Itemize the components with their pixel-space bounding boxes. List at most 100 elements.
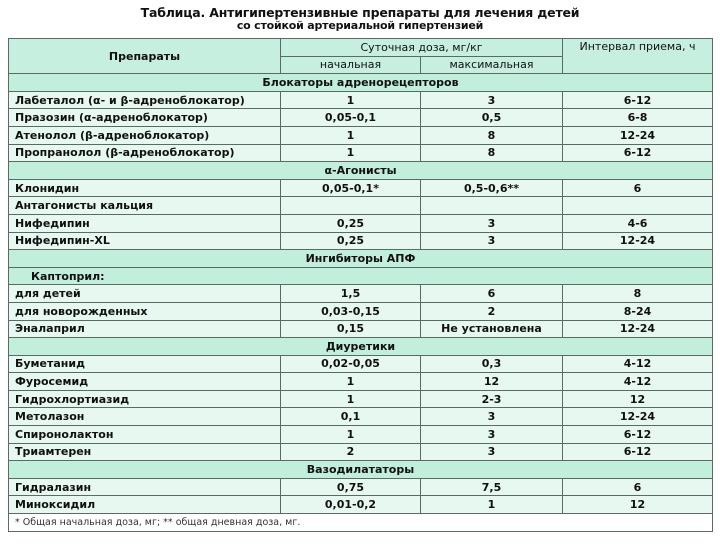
max-dose: 8 (420, 143, 563, 163)
header-daily-dose: Суточная доза, мг/кг (280, 38, 563, 57)
drug-table: Препараты Суточная доза, мг/кг Интервал … (8, 37, 713, 532)
table-row: Миноксидил 0,01-0,2 1 12 (8, 495, 713, 515)
initial-dose: 0,05-0,1* (280, 178, 421, 198)
drug-name: Нифедипин (8, 213, 281, 233)
initial-dose: 0,75 (280, 477, 421, 497)
table-row: Спиронолактон 1 3 6-12 (8, 425, 713, 444)
max-dose: 3 (420, 231, 563, 251)
max-dose: 2 (420, 301, 563, 321)
drug-name: Миноксидил (8, 495, 281, 515)
interval: 6 (562, 477, 713, 497)
max-dose: 3 (420, 213, 563, 233)
initial-dose: 1 (280, 125, 421, 145)
drug-name: Триамтерен (8, 442, 281, 462)
interval: 4-12 (562, 372, 713, 391)
drug-name: Лабеталол (α- и β-адреноблокатор) (8, 90, 281, 110)
interval: 12 (562, 495, 713, 515)
table-row: Пропранолол (β-адреноблокатор) 1 8 6-12 (8, 143, 713, 163)
interval: 6-12 (562, 442, 713, 462)
footnote: * Общая начальная доза, мг; ** общая дне… (8, 513, 713, 532)
interval: 12-24 (562, 319, 713, 339)
header-subrow: начальная максимальная (9, 55, 713, 75)
table-row: Празозин (α-адреноблокатор) 0,05-0,1 0,5 6-… (8, 108, 713, 127)
max-dose: 0,3 (420, 354, 563, 374)
initial-dose: 2 (280, 442, 421, 462)
table-row: Эналаприл 0,15 Не установлена 12-24 (8, 319, 713, 339)
header-drugs: Препараты (8, 37, 281, 75)
table-row: Антагонисты кальция (8, 196, 713, 215)
table-row: Нифедипин 0,25 3 4-6 (8, 213, 713, 233)
header-row: Препараты Суточная доза, мг/кг Интервал … (8, 37, 713, 75)
initial-dose: 1 (280, 372, 421, 391)
interval: 12-24 (562, 231, 713, 251)
initial-dose: 1 (280, 143, 421, 163)
footnote-row: * Общая начальная доза, мг; ** общая дне… (8, 513, 713, 532)
initial-dose: 1 (280, 90, 421, 110)
interval: 6-12 (562, 143, 713, 163)
drug-name: Буметанид (8, 354, 281, 374)
interval: 8 (562, 284, 713, 303)
max-dose: 0,5-0,6** (420, 178, 563, 198)
max-dose: 3 (420, 407, 563, 427)
drug-name: Нифедипин-XL (8, 231, 281, 251)
interval: 6-12 (562, 90, 713, 110)
drug-name: Клонидин (8, 178, 281, 198)
interval: 4-12 (562, 354, 713, 374)
max-dose: 1 (420, 495, 563, 515)
section-title: Блокаторы адренорецепторов (8, 73, 713, 92)
interval (562, 196, 713, 215)
drug-name: Спиронолактон (8, 425, 281, 444)
interval: 8-24 (562, 301, 713, 321)
table-row: для новорожденных 0,03-0,15 2 8-24 (8, 301, 713, 321)
subsection-title: Каптоприл: (8, 266, 713, 286)
initial-dose: 0,02-0,05 (280, 354, 421, 374)
initial-dose: 0,15 (280, 319, 421, 339)
max-dose: 7,5 (420, 477, 563, 497)
drug-name: Гидрохлортиазид (8, 389, 281, 409)
max-dose: 6 (420, 284, 563, 303)
section-row: Ингибиторы АПФ (8, 249, 713, 268)
drug-name: Фуросемид (8, 372, 281, 391)
header-initial: начальная (280, 55, 421, 75)
max-dose: 2-3 (420, 389, 563, 409)
drug-name: Празозин (α-адреноблокатор) (8, 108, 281, 127)
interval: 12 (562, 389, 713, 409)
table-row: Гидрохлортиазид 1 2-3 12 (8, 389, 713, 409)
table-title: Таблица. Антигипертензивные препараты дл… (0, 6, 720, 32)
table-row: Метолазон 0,1 3 12-24 (8, 407, 713, 427)
drug-name: Эналаприл (8, 319, 281, 339)
max-dose: 12 (420, 372, 563, 391)
drug-name: Гидралазин (8, 477, 281, 497)
section-row: α-Агонисты (8, 161, 713, 180)
interval: 12-24 (562, 125, 713, 145)
table-row: Фуросемид 1 12 4-12 (8, 372, 713, 391)
section-row: Вазодилататоры (8, 460, 713, 479)
subsection-row: Каптоприл: (8, 266, 713, 286)
section-row: Блокаторы адренорецепторов (8, 73, 713, 92)
table-row: Нифедипин-XL 0,25 3 12-24 (8, 231, 713, 251)
drug-name: для детей (8, 284, 281, 303)
initial-dose: 0,01-0,2 (280, 495, 421, 515)
initial-dose: 0,1 (280, 407, 421, 427)
table-row: Гидралазин 0,75 7,5 6 (8, 477, 713, 497)
initial-dose: 1,5 (280, 284, 421, 303)
table-row: Буметанид 0,02-0,05 0,3 4-12 (8, 354, 713, 374)
title-line-1: Таблица. Антигипертензивные препараты дл… (140, 5, 580, 20)
title-line-2: со стойкой артериальной гипертензией (236, 19, 484, 32)
max-dose: 3 (420, 90, 563, 110)
initial-dose: 0,25 (280, 213, 421, 233)
interval: 4-6 (562, 213, 713, 233)
initial-dose: 1 (280, 425, 421, 444)
header-maximal: максимальная (420, 55, 563, 75)
max-dose: 3 (420, 442, 563, 462)
initial-dose: 0,03-0,15 (280, 301, 421, 321)
section-title: Диуретики (8, 337, 713, 356)
section-title: Ингибиторы АПФ (8, 249, 713, 268)
max-dose: 8 (420, 125, 563, 145)
max-dose: 0,5 (420, 108, 563, 127)
initial-dose (280, 196, 421, 215)
max-dose: Не установлена (420, 319, 563, 339)
interval: 12-24 (562, 407, 713, 427)
drug-name: Антагонисты кальция (8, 196, 281, 215)
drug-name: Пропранолол (β-адреноблокатор) (8, 143, 281, 163)
